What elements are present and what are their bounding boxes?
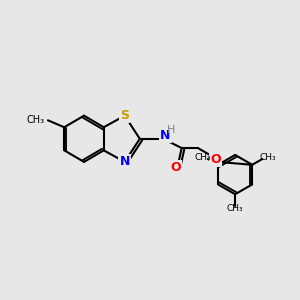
Text: CH₃: CH₃ xyxy=(227,204,243,213)
Text: N: N xyxy=(119,155,130,168)
Text: N: N xyxy=(160,129,171,142)
Text: O: O xyxy=(210,153,221,166)
Text: CH₃: CH₃ xyxy=(195,153,211,162)
Text: S: S xyxy=(120,109,129,122)
Text: H: H xyxy=(167,124,176,135)
Text: O: O xyxy=(170,161,181,174)
Text: CH₃: CH₃ xyxy=(259,153,276,162)
Text: CH₃: CH₃ xyxy=(26,115,44,125)
